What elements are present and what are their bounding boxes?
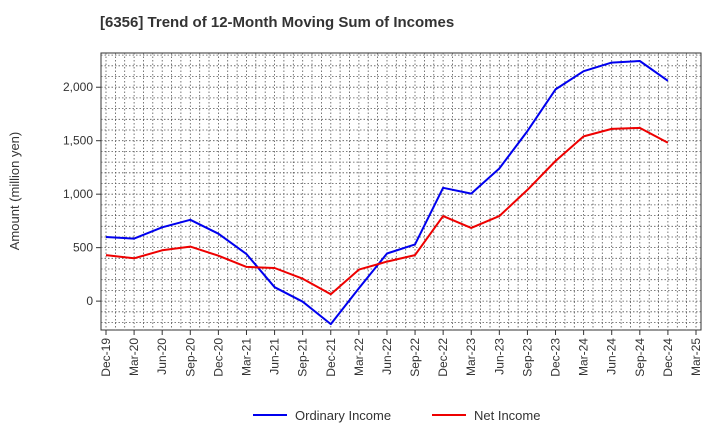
legend-label-ordinary-income: Ordinary Income	[295, 408, 391, 423]
legend: Ordinary Income Net Income	[253, 408, 540, 423]
y-tick-label: 2,000	[63, 80, 93, 94]
x-tick-label: Mar-21	[239, 338, 253, 376]
x-tick-label: Jun-24	[605, 338, 619, 375]
x-tick-label: Dec-22	[436, 338, 450, 377]
x-tick-label: Mar-22	[352, 338, 366, 376]
y-axis-title: Amount (million yen)	[7, 132, 22, 251]
x-tick-label: Jun-23	[492, 338, 506, 375]
chart-title: [6356] Trend of 12-Month Moving Sum of I…	[100, 14, 455, 31]
x-tick-label: Mar-24	[577, 338, 591, 376]
plot-area	[100, 52, 702, 331]
series-layer	[105, 60, 669, 326]
x-tick-label: Dec-20	[211, 338, 225, 377]
x-tick-label: Jun-20	[155, 338, 169, 375]
x-tick-label: Sep-20	[183, 338, 197, 377]
y-tick-label: 1,000	[63, 187, 93, 201]
x-tick-label: Mar-23	[464, 338, 478, 376]
plot-frame	[100, 52, 702, 331]
y-tick-label: 500	[73, 241, 93, 255]
x-tick-label: Mar-25	[689, 338, 703, 376]
x-tick-label: Dec-19	[99, 338, 113, 377]
x-tick-label: Dec-21	[324, 338, 338, 377]
x-tick-label: Jun-21	[268, 338, 282, 375]
x-tick-label: Mar-20	[127, 338, 141, 376]
x-tick-label: Jun-22	[380, 338, 394, 375]
x-tick-label: Dec-23	[549, 338, 563, 377]
grid-lines	[101, 53, 701, 330]
legend-label-net-income: Net Income	[474, 408, 540, 423]
x-tick-label: Sep-24	[633, 338, 647, 377]
x-tick-label: Sep-23	[520, 338, 534, 377]
series-line-net-income	[105, 126, 669, 296]
y-axis: 0 500 1,000 1,500 2,000	[63, 80, 101, 308]
x-axis: Dec-19 Mar-20 Jun-20 Sep-20 Dec-20 Mar-21 Jun-…	[99, 330, 703, 377]
series-line-ordinary-income	[105, 60, 669, 326]
x-tick-label: Sep-21	[296, 338, 310, 377]
x-tick-label: Sep-22	[408, 338, 422, 377]
x-tick-label: Dec-24	[661, 338, 675, 377]
y-tick-label: 0	[86, 294, 93, 308]
y-tick-label: 1,500	[63, 134, 93, 148]
